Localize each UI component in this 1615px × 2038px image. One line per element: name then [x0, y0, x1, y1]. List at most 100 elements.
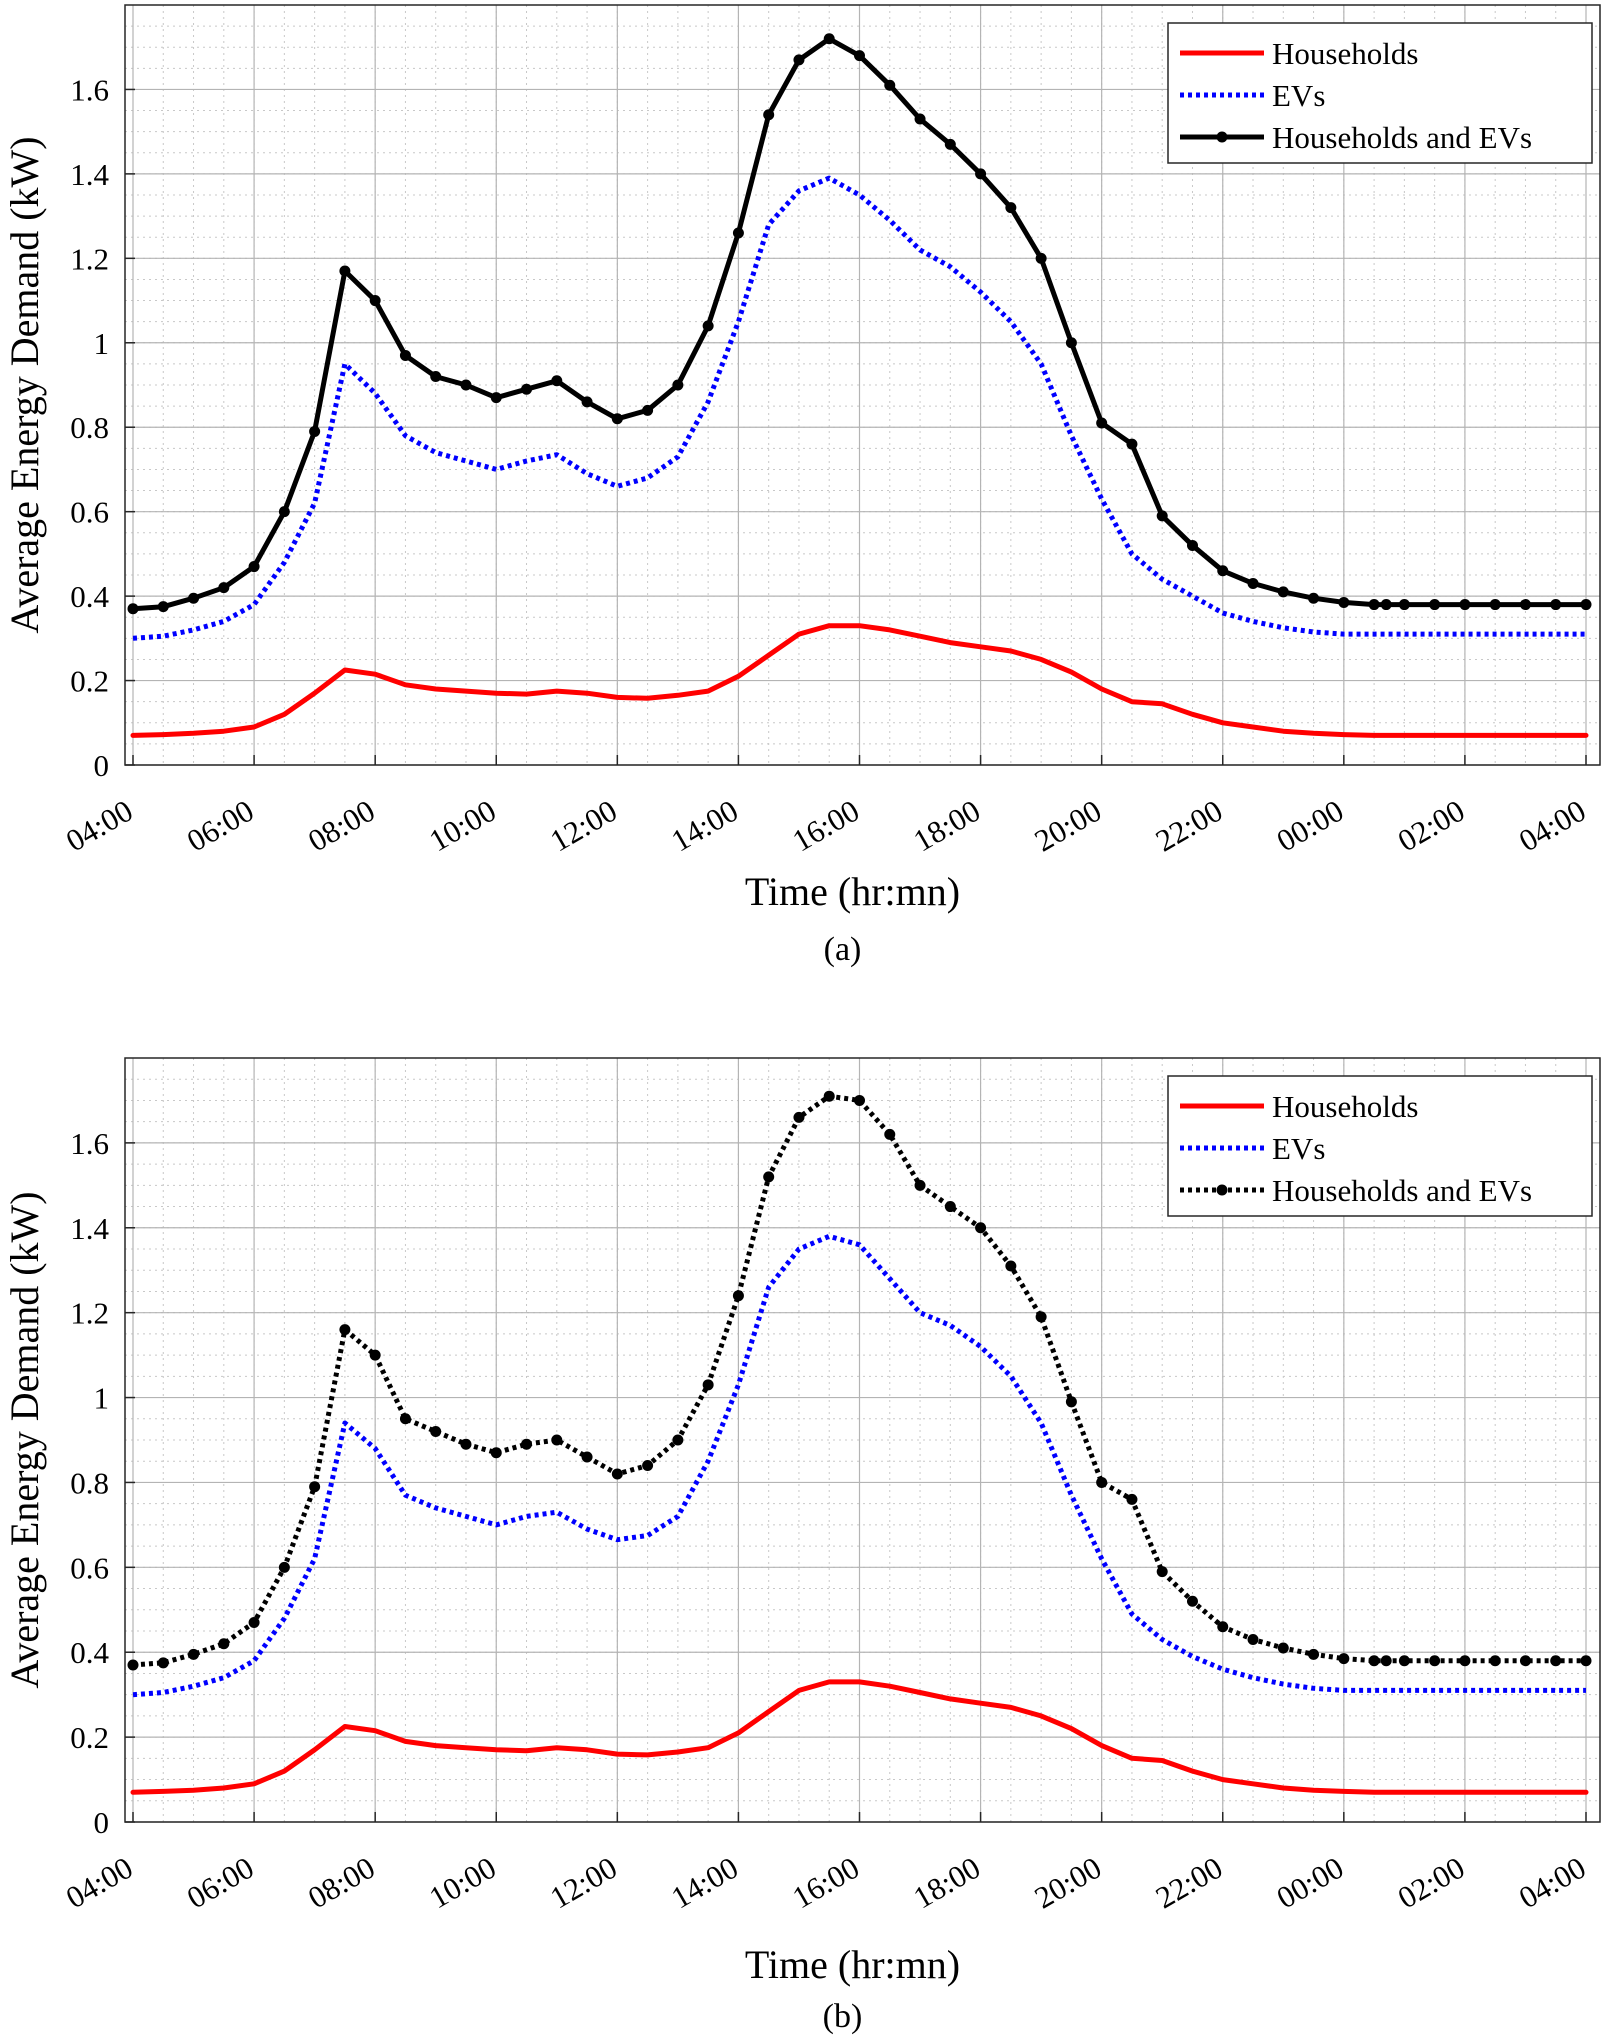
data-point: [1217, 1621, 1229, 1633]
data-point: [642, 1459, 654, 1471]
data-point: [1005, 202, 1017, 214]
x-tick-label: 18:00: [907, 1850, 986, 1916]
data-point: [793, 54, 805, 66]
grid: [125, 1057, 1600, 1823]
data-point: [1186, 1595, 1198, 1607]
legend-label-evs: EVs: [1272, 1131, 1325, 1166]
axes-frame: [124, 4, 1601, 766]
data-point: [1459, 1655, 1471, 1667]
data-point: [399, 1413, 411, 1425]
series-markers-households-and-evs: [127, 33, 1592, 615]
data-point: [1338, 1653, 1350, 1665]
data-point: [1580, 599, 1592, 611]
x-tick-label: 22:00: [1150, 793, 1229, 859]
y-tick-label: 0: [94, 1805, 110, 1840]
data-point: [672, 379, 684, 391]
data-point: [157, 1657, 169, 1669]
y-tick-label: 1.4: [70, 157, 109, 192]
series-markers-households-and-evs: [127, 1090, 1592, 1671]
chart-panel-b: 04:00 06:00 08:00 10:00 12:00 14:00 16:00 18:00…: [2, 1057, 1601, 2035]
data-point: [1186, 539, 1198, 551]
data-point: [884, 1128, 896, 1140]
x-tick-label: 04:00: [60, 793, 139, 859]
data-point: [1380, 599, 1392, 611]
data-point: [1550, 1655, 1562, 1667]
y-tick-label: 0.4: [70, 1635, 109, 1670]
legend-marker: [1216, 131, 1228, 143]
legend: Households EVs Households and EVs: [1167, 22, 1593, 164]
data-point: [854, 1094, 865, 1106]
data-point: [521, 383, 533, 395]
x-tick-label: 00:00: [1271, 793, 1350, 859]
x-tick-label: 00:00: [1271, 1850, 1350, 1916]
legend-label-evs: EVs: [1272, 78, 1325, 113]
y-tick-label: 0.2: [70, 1720, 109, 1755]
data-point: [1338, 596, 1350, 608]
data-point: [1277, 1642, 1289, 1654]
data-point: [1519, 1655, 1531, 1667]
data-point: [430, 1426, 442, 1438]
data-point: [1580, 1655, 1592, 1667]
y-tick-label: 1.6: [70, 1126, 109, 1161]
data-point: [127, 603, 139, 615]
data-point: [581, 396, 593, 408]
data-point: [521, 1438, 533, 1450]
data-point: [278, 1561, 290, 1573]
series-line-households: [130, 1679, 1589, 1795]
data-point: [1096, 417, 1108, 429]
legend-label-households-and-evs: Households and EVs: [1272, 120, 1532, 155]
data-point: [944, 1201, 956, 1213]
data-point: [1489, 599, 1501, 611]
data-point: [551, 1434, 563, 1446]
x-tick-label: 04:00: [60, 1850, 139, 1916]
legend-label-households: Households: [1272, 1089, 1418, 1124]
panel-label: (b): [823, 1998, 863, 2035]
data-point: [611, 413, 623, 425]
data-point: [702, 320, 714, 332]
x-tick-label: 18:00: [907, 793, 986, 859]
y-tick-label: 0: [94, 748, 110, 783]
x-tick-label: 12:00: [544, 793, 623, 859]
x-tick-label: 02:00: [1392, 793, 1471, 859]
data-point: [490, 1447, 502, 1459]
data-point: [339, 1324, 351, 1336]
data-point: [218, 1638, 230, 1650]
data-point: [823, 1090, 835, 1102]
x-tick-label: 06:00: [181, 1850, 260, 1916]
data-point: [1519, 599, 1531, 611]
data-point: [702, 1379, 714, 1391]
x-tick-label: 14:00: [665, 1850, 744, 1916]
x-tick-label: 04:00: [1513, 1850, 1592, 1916]
data-point: [854, 50, 865, 62]
data-point: [914, 1179, 926, 1191]
data-point: [1489, 1655, 1501, 1667]
data-point: [339, 265, 351, 277]
data-point: [914, 113, 926, 125]
x-axis-label: Time (hr:mn): [745, 869, 960, 914]
data-point: [309, 1481, 321, 1493]
data-point: [732, 227, 744, 239]
data-point: [944, 138, 956, 150]
data-point: [1156, 1566, 1168, 1578]
y-tick-label: 1.6: [70, 72, 109, 107]
legend-marker: [1216, 1184, 1228, 1196]
x-tick-label: 16:00: [786, 1850, 865, 1916]
series-line-households: [130, 623, 1589, 738]
chart-panel-a: 04:00 06:00 08:00 10:00 12:00 14:00 16:00 18:00…: [2, 4, 1601, 968]
data-point: [218, 582, 230, 594]
data-point: [551, 375, 563, 387]
data-point: [248, 1617, 260, 1629]
data-point: [1217, 565, 1229, 577]
x-tick-label: 04:00: [1513, 793, 1592, 859]
data-point: [1429, 1655, 1441, 1667]
data-point: [460, 1438, 472, 1450]
x-tick-label: 10:00: [423, 793, 502, 859]
legend: Households EVs Households and EVs: [1167, 1075, 1593, 1217]
data-point: [1035, 1311, 1047, 1323]
data-point: [1156, 510, 1168, 522]
data-point: [1035, 252, 1047, 264]
data-point: [1308, 1648, 1320, 1660]
data-point: [1459, 599, 1471, 611]
x-tick-label: 06:00: [181, 793, 260, 859]
